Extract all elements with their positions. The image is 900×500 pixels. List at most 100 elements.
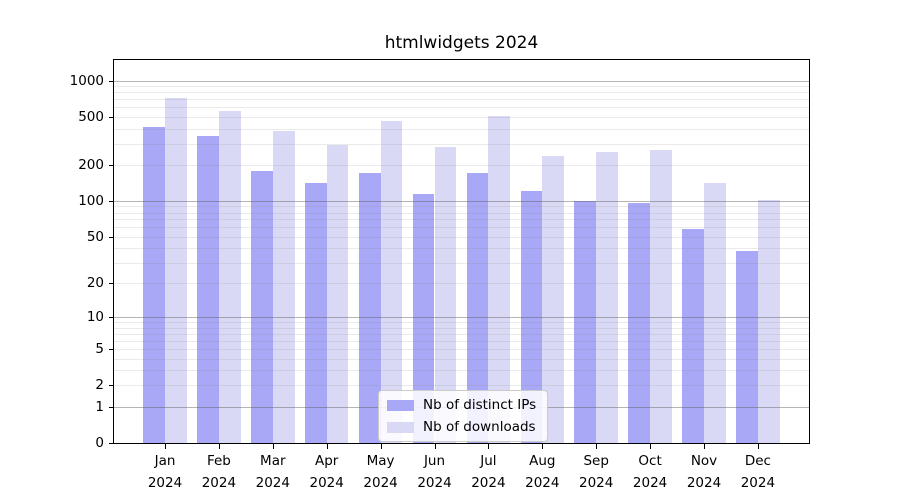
ytick-label-100: 100 [78,192,104,209]
bar-downloads-dec [757,199,780,443]
bar-distinct-ips-feb [197,136,219,443]
xtick-label-aug: Aug 2024 [525,453,560,491]
ytick-mark-1000 [109,80,114,82]
gridline-minor-3 [114,370,809,372]
bar-downloads-oct [650,149,672,443]
ytick-label-200: 200 [78,156,104,173]
bar-distinct-ips-apr [304,182,327,443]
xtick-label-feb: Feb 2024 [201,453,237,491]
bar-distinct-ips-aug [520,191,543,443]
xtick-label-nov: Nov 2024 [686,453,722,491]
gridline-minor-400 [114,128,809,130]
gridline-minor-800 [114,92,809,94]
bar-downloads-mar [272,130,295,443]
xtick-mark-may [380,444,382,449]
gridline-minor-20 [114,283,809,285]
xtick-label-oct: Oct 2024 [632,453,668,491]
ytick-mark-10 [109,317,114,319]
xtick-mark-jan [165,444,166,449]
gridline-minor-8 [114,327,809,329]
legend-swatch-distinct-ips [387,399,414,411]
bar-distinct-ips-mar [251,171,273,443]
gridline-minor-700 [114,99,809,101]
gridline-minor-80 [114,212,809,214]
gridline-minor-900 [114,86,809,88]
ytick-label-500: 500 [78,108,104,125]
legend-label-distinct-ips: Nb of distinct IPs [423,397,537,413]
bar-downloads-nov [704,182,726,443]
gridline-minor-40 [114,248,809,250]
ytick-mark-2 [109,385,114,387]
gridline-minor-7 [114,333,809,335]
gridline-major-100 [114,200,809,202]
legend-row-downloads: Nb of downloads [387,419,536,435]
ytick-label-1: 1 [95,398,104,415]
ytick-mark-20 [109,283,114,285]
ytick-label-5: 5 [95,341,104,357]
gridline-minor-70 [114,219,809,221]
ytick-label-10: 10 [86,309,104,326]
bar-distinct-ips-may [358,173,381,443]
ytick-mark-100 [109,200,114,202]
bar-downloads-aug [542,155,565,443]
bar-downloads-jul [488,115,511,443]
bar-distinct-ips-nov [682,229,704,443]
gridline-minor-50 [114,236,809,238]
legend-swatch-downloads [387,421,414,433]
bar-distinct-ips-dec [736,250,758,443]
xtick-label-jul: Jul 2024 [471,453,506,491]
ytick-mark-0 [109,443,114,444]
xtick-mark-aug [542,444,544,449]
gridline-minor-30 [114,262,809,264]
ytick-label-50: 50 [86,228,104,245]
ytick-label-2: 2 [95,377,104,394]
xtick-mark-apr [326,444,328,449]
ytick-mark-200 [109,164,114,166]
ytick-label-0: 0 [95,435,104,451]
gridline-minor-2 [114,385,809,387]
xtick-mark-feb [218,444,220,449]
ytick-label-20: 20 [86,275,104,292]
plot-area: Nb of distinct IPs Nb of downloads 0 1 2 5 1… [70,59,810,491]
ytick-label-1000: 1000 [69,72,104,89]
bar-distinct-ips-jul [466,173,489,443]
xtick-label-may: May 2024 [363,453,398,491]
ytick-mark-50 [109,236,114,238]
gridline-major-1000 [114,80,809,82]
xtick-label-mar: Mar 2024 [255,453,290,491]
bar-distinct-ips-jan [143,127,165,443]
bar-downloads-feb [218,111,241,443]
xtick-mark-mar [272,444,274,449]
gridline-minor-6 [114,340,809,342]
xtick-label-sep: Sep 2024 [579,453,614,491]
bar-distinct-ips-jun [412,193,435,443]
xtick-mark-nov [704,444,705,449]
gridline-minor-500 [114,116,809,118]
legend-row-distinct-ips: Nb of distinct IPs [387,397,536,413]
xtick-label-jan: Jan 2024 [147,453,183,491]
xtick-mark-dec [757,444,759,449]
gridline-minor-9 [114,322,809,324]
bar-downloads-jun [434,146,457,443]
bar-downloads-sep [596,151,618,443]
xtick-mark-jul [488,444,490,449]
gridline-minor-300 [114,143,809,145]
xtick-mark-sep [596,444,598,449]
bar-distinct-ips-sep [574,200,597,443]
bar-downloads-apr [326,145,349,443]
bar-distinct-ips-oct [628,202,651,443]
gridline-minor-90 [114,206,809,208]
gridline-minor-5 [114,349,809,350]
xtick-mark-oct [650,444,652,449]
gridline-minor-600 [114,107,809,109]
bar-downloads-may [380,121,403,443]
ytick-mark-1 [109,406,114,408]
legend: Nb of distinct IPs Nb of downloads [378,390,549,442]
gridline-minor-4 [114,358,809,360]
gridline-minor-200 [114,164,809,166]
xtick-label-dec: Dec 2024 [740,453,776,491]
xtick-mark-jun [434,444,436,449]
ytick-mark-5 [109,349,114,350]
xtick-label-jun: Jun 2024 [417,453,452,491]
